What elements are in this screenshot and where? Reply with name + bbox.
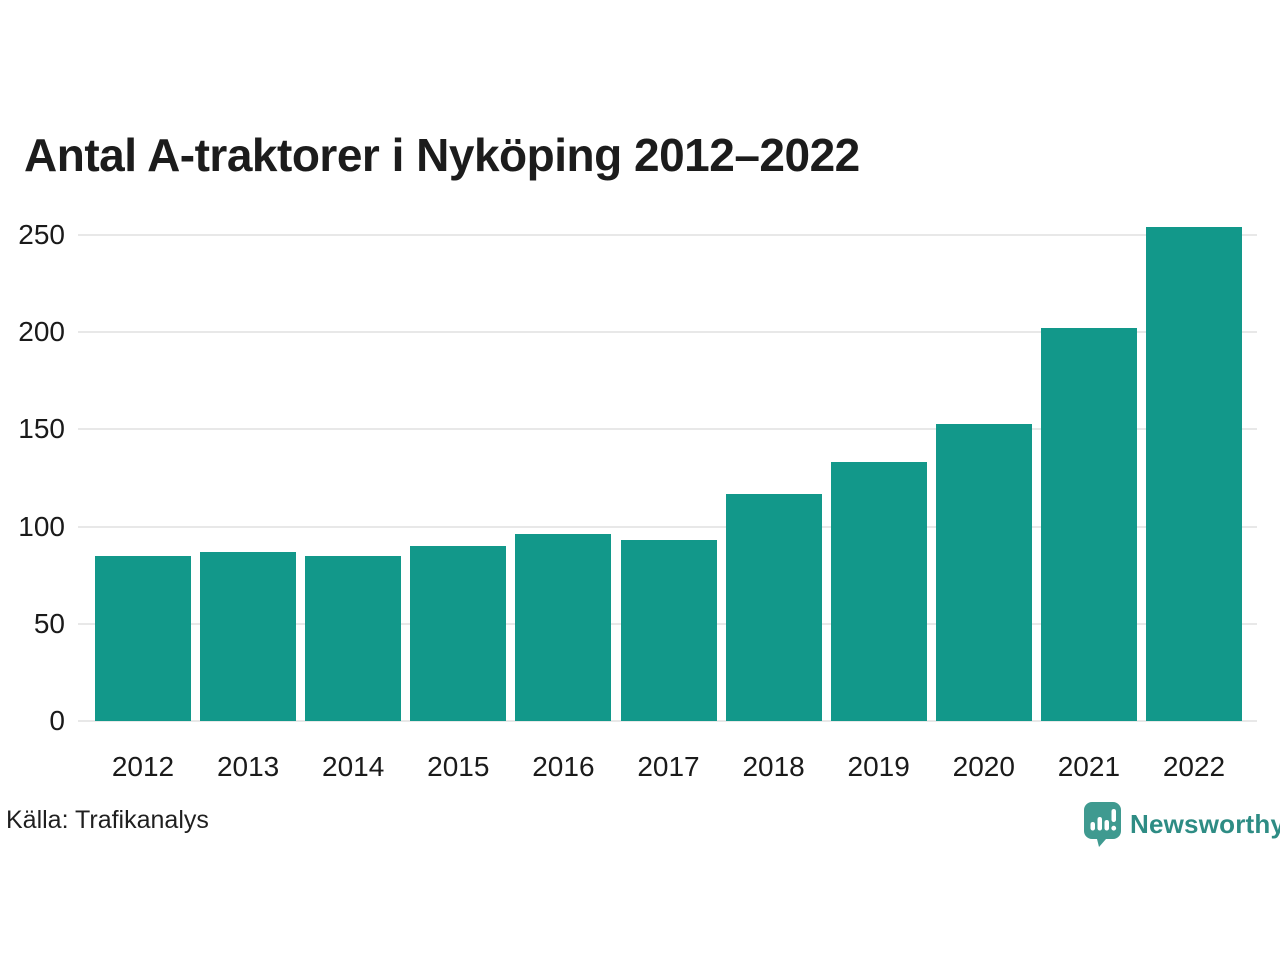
y-axis-tick-label-0: 0 (49, 705, 65, 736)
bar-2013 (200, 551, 297, 721)
x-axis-label-2020: 2020 (952, 751, 1015, 782)
y-axis-tick-label-100: 100 (18, 510, 65, 542)
gridline-100 (78, 525, 1257, 528)
bar-chart-plot-area (78, 227, 1257, 722)
gridline-250 (78, 234, 1257, 236)
bar-2018 (725, 493, 822, 721)
bar-2015 (410, 546, 507, 721)
x-axis-label-2016: 2016 (532, 751, 595, 782)
x-axis-label-2019: 2019 (847, 751, 910, 782)
bar-2014 (305, 555, 402, 721)
y-axis-tick-label-50: 50 (33, 607, 65, 639)
gridline-150 (78, 428, 1257, 431)
x-axis-label-2015: 2015 (427, 751, 490, 782)
x-axis-label-2014: 2014 (322, 751, 385, 782)
gridline-200 (78, 331, 1257, 334)
bar-2012 (95, 555, 191, 721)
x-axis-label-2018: 2018 (742, 751, 805, 782)
y-axis-tick-label-200: 200 (18, 316, 65, 348)
x-axis-label-2012: 2012 (111, 751, 175, 782)
newsworthy-icon (1084, 802, 1121, 847)
x-axis-label-2013: 2013 (216, 751, 280, 782)
chart-title: Antal A-traktorer i Nyköping 2012–2022 (24, 129, 860, 181)
newsworthy-wordmark: Newsworthy (1130, 808, 1280, 839)
x-axis-label-2021: 2021 (1057, 751, 1121, 782)
source-attribution: Källa: Trafikanalys (6, 806, 209, 834)
newsworthy-logo: Newsworthy (1083, 801, 1280, 847)
x-axis-label-2022: 2022 (1162, 751, 1226, 782)
bar-2020 (935, 423, 1032, 721)
bar-2019 (830, 462, 927, 721)
bar-2016 (515, 534, 612, 721)
gridline-0 (78, 720, 1257, 722)
x-axis-label-2017: 2017 (637, 751, 700, 782)
y-axis-tick-label-250: 250 (18, 219, 65, 250)
bar-2021 (1040, 328, 1137, 721)
y-axis-tick-label-150: 150 (18, 413, 65, 445)
bar-2017 (620, 540, 717, 721)
bar-2022 (1146, 227, 1242, 721)
